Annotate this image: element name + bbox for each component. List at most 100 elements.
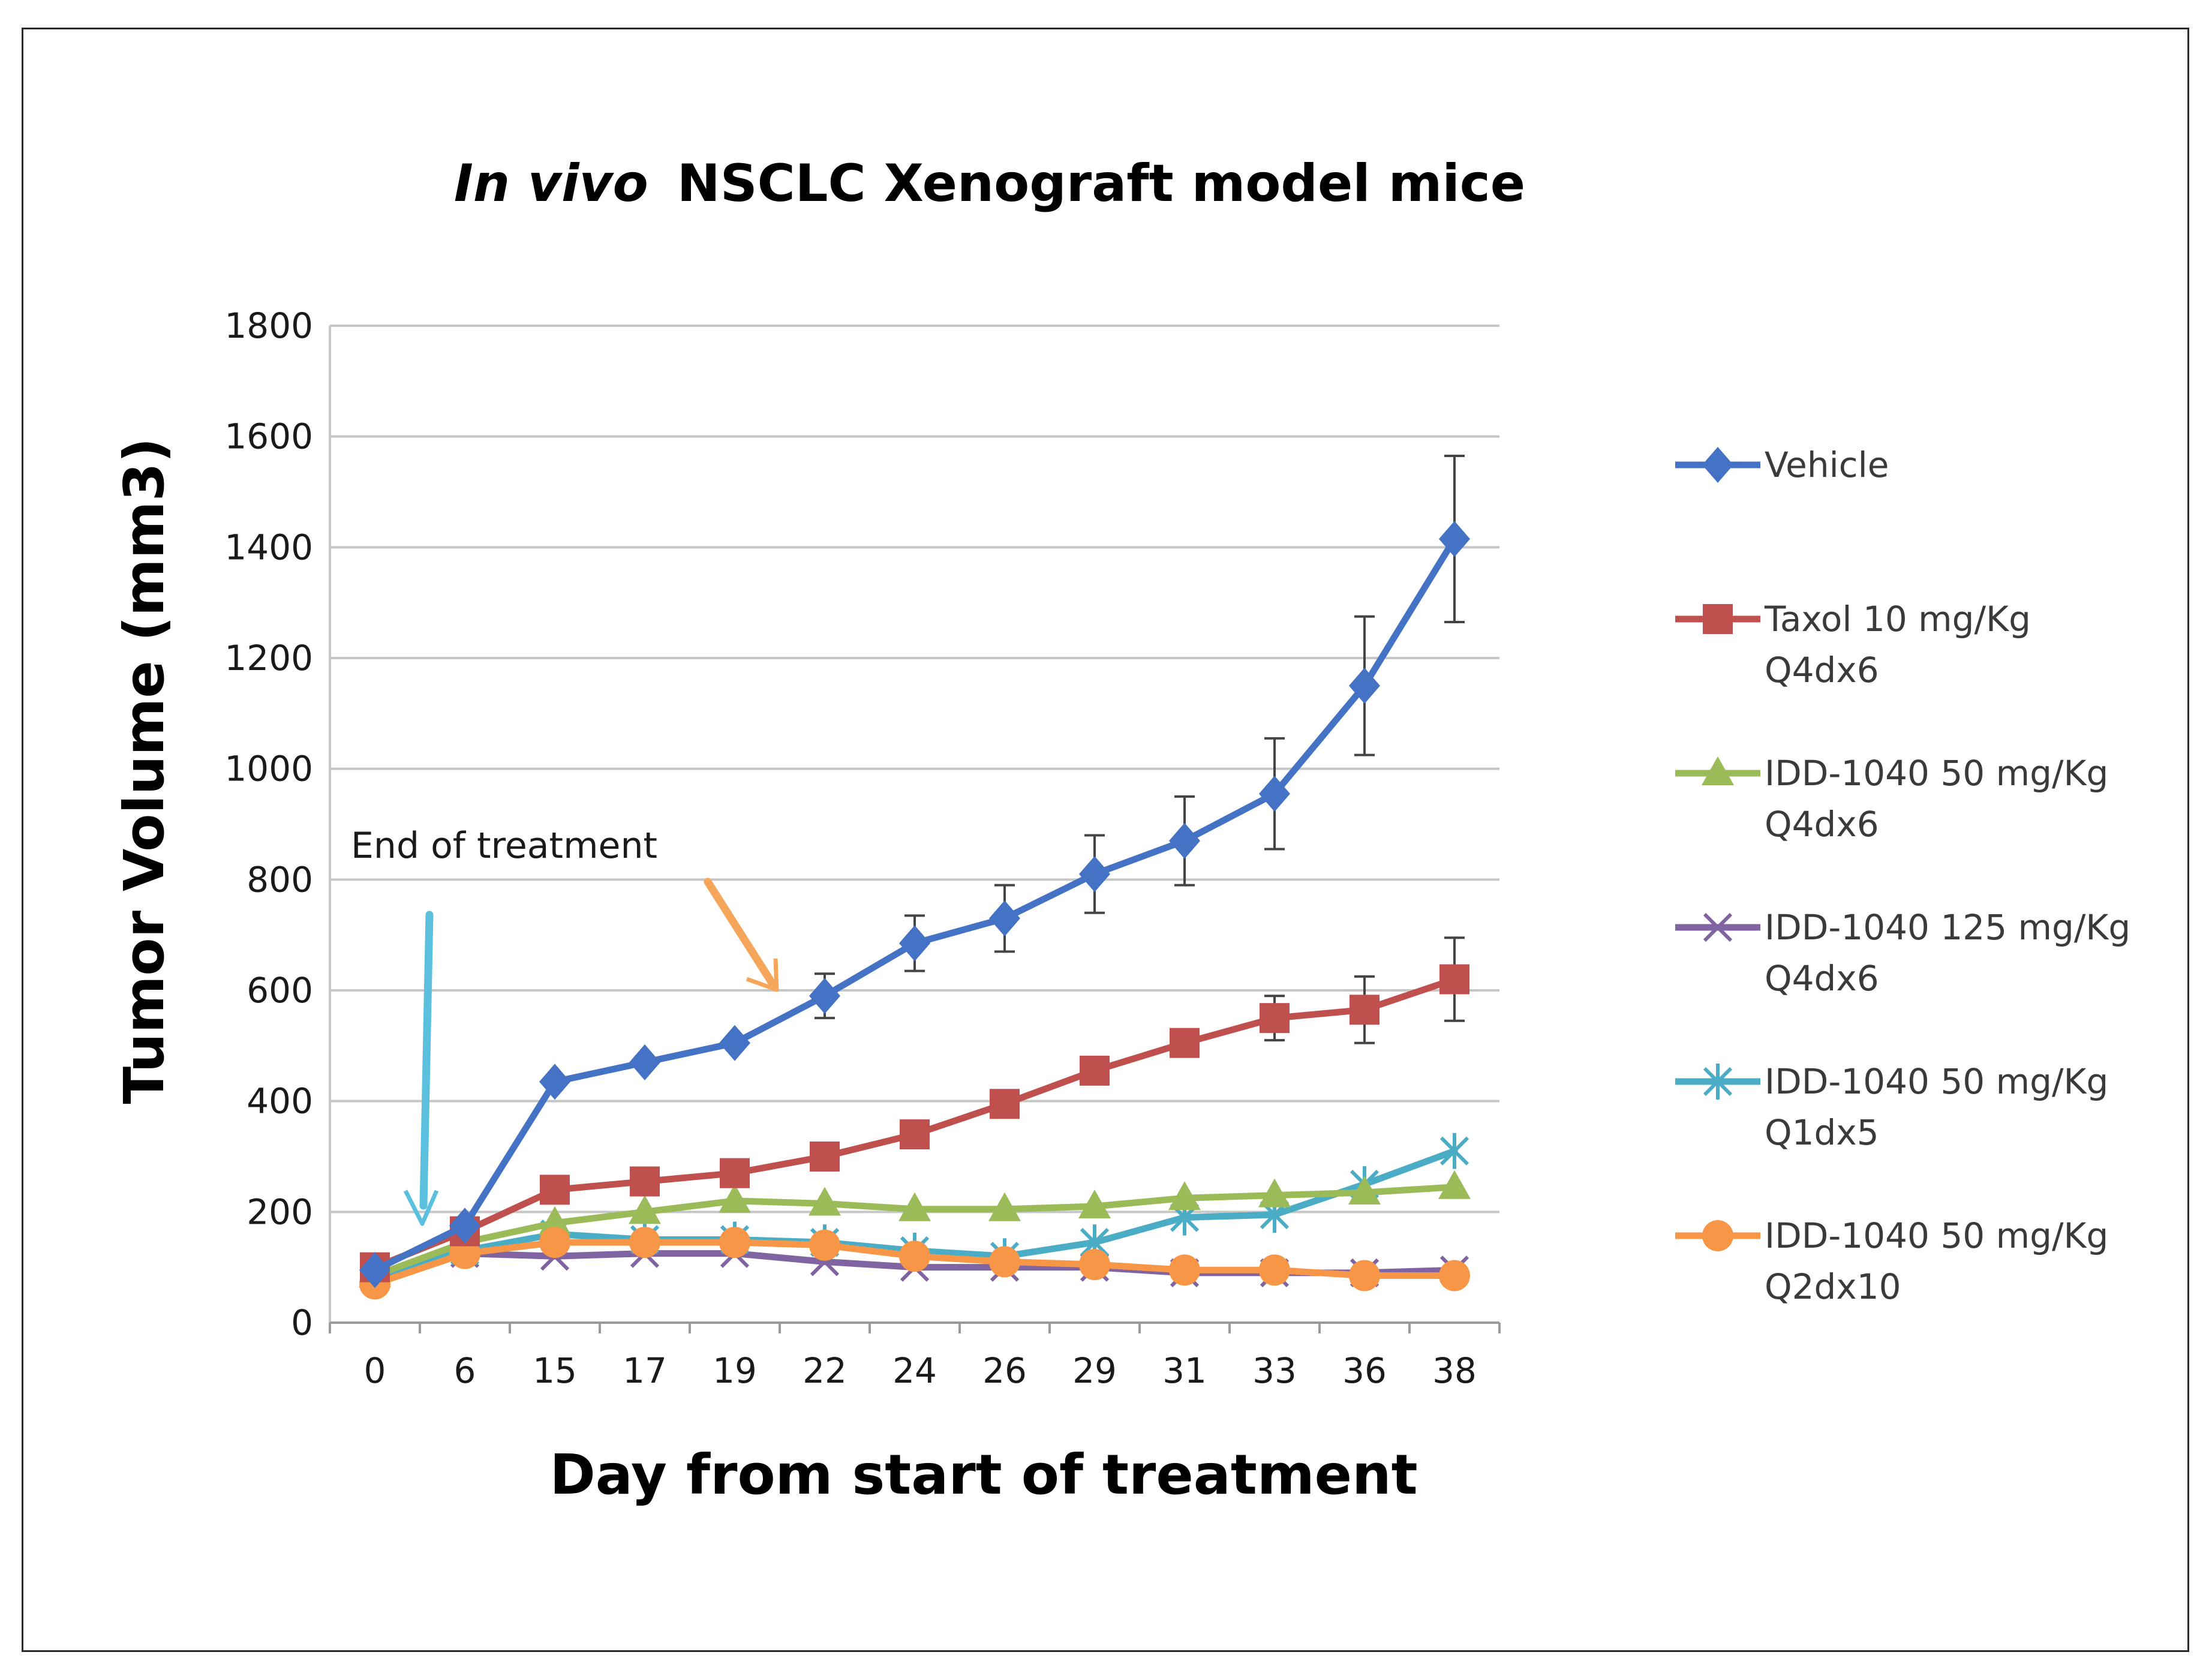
series-0-point-day-15 bbox=[539, 1064, 570, 1100]
end-of-treatment-annotation: End of treatment bbox=[351, 825, 657, 867]
series-1-point-day-31 bbox=[1170, 1028, 1200, 1058]
legend-marker-2 bbox=[1702, 756, 1734, 785]
chart-title-italic: In vivo bbox=[454, 154, 648, 214]
series-0-point-day-29 bbox=[1079, 856, 1110, 893]
x-tick-label-38: 38 bbox=[1432, 1350, 1477, 1391]
x-tick-label-15: 15 bbox=[533, 1350, 577, 1391]
series-0-point-day-0 bbox=[359, 1252, 390, 1288]
legend-label-4: IDD-1040 50 mg/Kg bbox=[1765, 1061, 2108, 1102]
y-tick-label-1800: 1800 bbox=[224, 305, 313, 346]
legend-label-0: Vehicle bbox=[1765, 444, 1889, 485]
x-axis-title: Day from start of treatment bbox=[549, 1443, 1417, 1507]
x-tick-label-6: 6 bbox=[454, 1350, 476, 1391]
series-5-point-day-19 bbox=[719, 1227, 750, 1258]
series-0-point-day-36 bbox=[1349, 668, 1380, 704]
series-5-point-day-31 bbox=[1169, 1254, 1200, 1286]
series-1-point-day-29 bbox=[1080, 1055, 1110, 1086]
legend-label-2-line2: Q4dx6 bbox=[1765, 804, 1879, 845]
series-2-point-day-22 bbox=[809, 1187, 841, 1216]
series-1-point-day-36 bbox=[1350, 995, 1380, 1025]
series-0-point-day-19 bbox=[719, 1025, 750, 1061]
figure-frame bbox=[22, 28, 2189, 1652]
series-0-point-day-38 bbox=[1439, 521, 1470, 557]
series-5-point-day-36 bbox=[1349, 1260, 1380, 1291]
legend-label-5: IDD-1040 50 mg/Kg bbox=[1765, 1215, 2108, 1256]
y-tick-label-1000: 1000 bbox=[224, 749, 313, 789]
legend-marker-4 bbox=[1703, 1064, 1733, 1100]
y-tick-label-1400: 1400 bbox=[224, 527, 313, 567]
cyan-arrow-head bbox=[403, 1190, 439, 1226]
orange-arrow-shaft bbox=[704, 878, 777, 988]
x-tick-label-24: 24 bbox=[892, 1350, 937, 1391]
series-2-point-day-26 bbox=[988, 1192, 1021, 1221]
series-line-0 bbox=[371, 535, 1458, 1273]
cyan-arrow bbox=[403, 911, 439, 1226]
series-5-point-day-15 bbox=[539, 1227, 570, 1258]
x-tick-label-19: 19 bbox=[713, 1350, 757, 1391]
legend-label-1-line2: Q4dx6 bbox=[1765, 650, 1879, 690]
x-tick-labels: 0 6 15 17 19 22 24 26 29 31 33 36 38 bbox=[364, 1350, 1477, 1391]
series-2-point-day-19 bbox=[719, 1184, 751, 1213]
legend-label-3-line2: Q4dx6 bbox=[1765, 958, 1879, 999]
series-1-point-day-15 bbox=[540, 1175, 570, 1205]
y-tick-label-0: 0 bbox=[291, 1302, 313, 1343]
chart-title: In vivo NSCLC Xenograft model mice bbox=[454, 154, 1525, 214]
legend-label-1: Taxol 10 mg/Kg bbox=[1764, 599, 2031, 639]
y-tick-label-800: 800 bbox=[247, 859, 313, 900]
x-tick-label-26: 26 bbox=[982, 1350, 1027, 1391]
legend-label-3: IDD-1040 125 mg/Kg bbox=[1765, 907, 2130, 948]
series-1-point-day-17 bbox=[630, 1166, 660, 1197]
series-5-point-day-33 bbox=[1259, 1254, 1290, 1286]
legend-label-2: IDD-1040 50 mg/Kg bbox=[1765, 753, 2108, 794]
gridlines bbox=[329, 325, 1499, 1323]
series-1-point-day-22 bbox=[810, 1142, 840, 1172]
x-axis bbox=[329, 1321, 1501, 1333]
legend-label-5-line2: Q2dx10 bbox=[1765, 1266, 1901, 1307]
x-tick-label-0: 0 bbox=[364, 1350, 386, 1391]
series-2-point-day-38 bbox=[1438, 1170, 1471, 1199]
series-5-point-day-17 bbox=[629, 1227, 660, 1258]
orange-arrow-head bbox=[746, 958, 779, 992]
series-2-point-day-33 bbox=[1258, 1178, 1291, 1208]
series-4-point-day-38 bbox=[1439, 1133, 1469, 1169]
series-1-point-day-19 bbox=[720, 1158, 750, 1188]
error-bars bbox=[815, 454, 1465, 1056]
legend-marker-3 bbox=[1703, 912, 1733, 942]
series-5-point-day-29 bbox=[1079, 1249, 1110, 1281]
legend-marker-5 bbox=[1702, 1220, 1733, 1251]
series-5-point-day-24 bbox=[899, 1241, 930, 1272]
series-0-point-day-26 bbox=[989, 900, 1020, 936]
x-tick-label-33: 33 bbox=[1252, 1350, 1297, 1391]
y-tick-label-1600: 1600 bbox=[224, 416, 313, 457]
y-tick-labels: 0 200 400 600 800 1000 1200 1400 1600 1800 bbox=[224, 305, 313, 1343]
y-tick-label-1200: 1200 bbox=[224, 638, 313, 678]
series-0-point-day-22 bbox=[809, 978, 840, 1014]
series-5-point-day-38 bbox=[1439, 1260, 1470, 1291]
chart-title-rest: NSCLC Xenograft model mice bbox=[677, 154, 1525, 214]
series-1-point-day-33 bbox=[1260, 1003, 1290, 1034]
series-0-point-day-24 bbox=[899, 925, 930, 962]
series-1-point-day-38 bbox=[1439, 964, 1469, 995]
y-tick-label-400: 400 bbox=[247, 1081, 313, 1122]
series-5-point-day-22 bbox=[809, 1229, 840, 1261]
legend-label-4-line2: Q1dx5 bbox=[1765, 1112, 1879, 1153]
x-tick-label-22: 22 bbox=[803, 1350, 847, 1391]
legend-marker-0 bbox=[1702, 447, 1733, 483]
x-tick-label-29: 29 bbox=[1072, 1350, 1117, 1391]
cyan-arrow-shaft bbox=[419, 911, 434, 1210]
y-tick-label-600: 600 bbox=[247, 970, 313, 1011]
x-tick-label-17: 17 bbox=[623, 1350, 667, 1391]
x-tick-label-36: 36 bbox=[1342, 1350, 1387, 1391]
series-2-point-day-31 bbox=[1168, 1181, 1201, 1211]
series-0-point-day-6 bbox=[449, 1208, 480, 1244]
series-2-point-day-24 bbox=[898, 1192, 931, 1221]
y-axis-title: Tumor Volume (mm3) bbox=[112, 437, 176, 1104]
series-2-point-day-15 bbox=[539, 1206, 571, 1235]
series-0-point-day-33 bbox=[1259, 776, 1290, 812]
orange-arrow bbox=[704, 878, 779, 992]
y-tick-label-200: 200 bbox=[247, 1191, 313, 1232]
legend: Vehicle Taxol 10 mg/Kg Q4dx6 IDD-1040 50 mg… bbox=[1675, 444, 2130, 1307]
series-5-point-day-26 bbox=[989, 1246, 1020, 1278]
series-group bbox=[359, 521, 1471, 1300]
series-2-point-day-36 bbox=[1348, 1176, 1381, 1205]
